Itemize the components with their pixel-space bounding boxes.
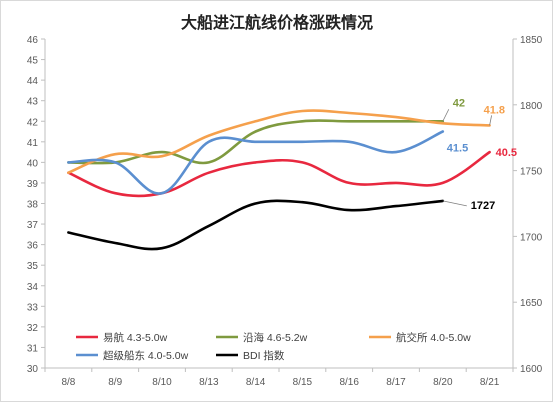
series-end-label: 41.5 [447,143,468,155]
legend-label: 易航 4.3-5.0w [103,331,168,344]
chart-title: 大船进江航线价格涨跌情况 [181,13,373,32]
y-left-tick-label: 31 [27,343,39,354]
series-end-label: 40.5 [496,147,517,159]
y-left-tick-label: 36 [27,241,39,252]
y-right-tick-label: 1700 [520,232,543,243]
label-leader-line [490,115,492,125]
x-tick-label: 8/14 [246,377,266,388]
label-leader-line [443,201,467,206]
x-tick-label: 8/9 [108,377,122,388]
y-left-tick-label: 37 [27,220,39,231]
x-tick-label: 8/20 [433,377,453,388]
legend: 易航 4.3-5.0w 沿海 4.6-5.2w 航交所 4.0-5.0w 超级船东 4… [76,331,471,362]
y-right-tick-label: 1600 [520,364,543,375]
y-right-tick-label: 1650 [520,298,543,309]
x-tick-label: 8/15 [293,377,313,388]
x-tick-label: 8/21 [480,377,500,388]
legend-label: 沿海 4.6-5.2w [243,331,308,344]
label-leader-line [443,109,449,121]
y-right-tick-label: 1850 [520,35,543,46]
y-left-tick-label: 32 [27,323,39,334]
legend-label: 航交所 4.0-5.0w [396,331,471,344]
y-left-tick-label: 33 [27,302,39,313]
y-left-tick-label: 34 [27,282,39,293]
y-left-tick-label: 43 [27,97,39,108]
series-layer [68,111,489,250]
y-left-tick-label: 42 [27,117,39,128]
y-left-tick-label: 38 [27,200,39,211]
y-left-tick-label: 46 [27,35,39,46]
series-end-label: 1727 [471,200,495,212]
x-tick-label: 8/17 [386,377,406,388]
legend-label: 超级船东 4.0-5.0w [103,349,189,362]
y-left-tick-label: 35 [27,261,39,272]
y-left-tick-label: 39 [27,179,39,190]
y-left-tick-label: 30 [27,364,39,375]
series-end-label: 42 [453,97,465,109]
x-tick-label: 8/8 [61,377,75,388]
series-line-4 [68,201,442,249]
end-labels: 40.5 42 41.8 41.5 1727 [443,97,517,212]
x-tick-label: 8/10 [152,377,172,388]
y-left-tick-label: 40 [27,158,39,169]
y-left-tick-label: 41 [27,138,39,149]
legend-label: BDI 指数 [243,349,285,362]
y-left-tick-label: 44 [27,76,39,87]
y-right-tick-label: 1800 [520,101,543,112]
y-left-tick-label: 45 [27,56,39,67]
series-end-label: 41.8 [484,104,505,116]
y-right-tick-label: 1750 [520,167,543,178]
x-tick-label: 8/13 [199,377,219,388]
x-tick-label: 8/16 [339,377,359,388]
